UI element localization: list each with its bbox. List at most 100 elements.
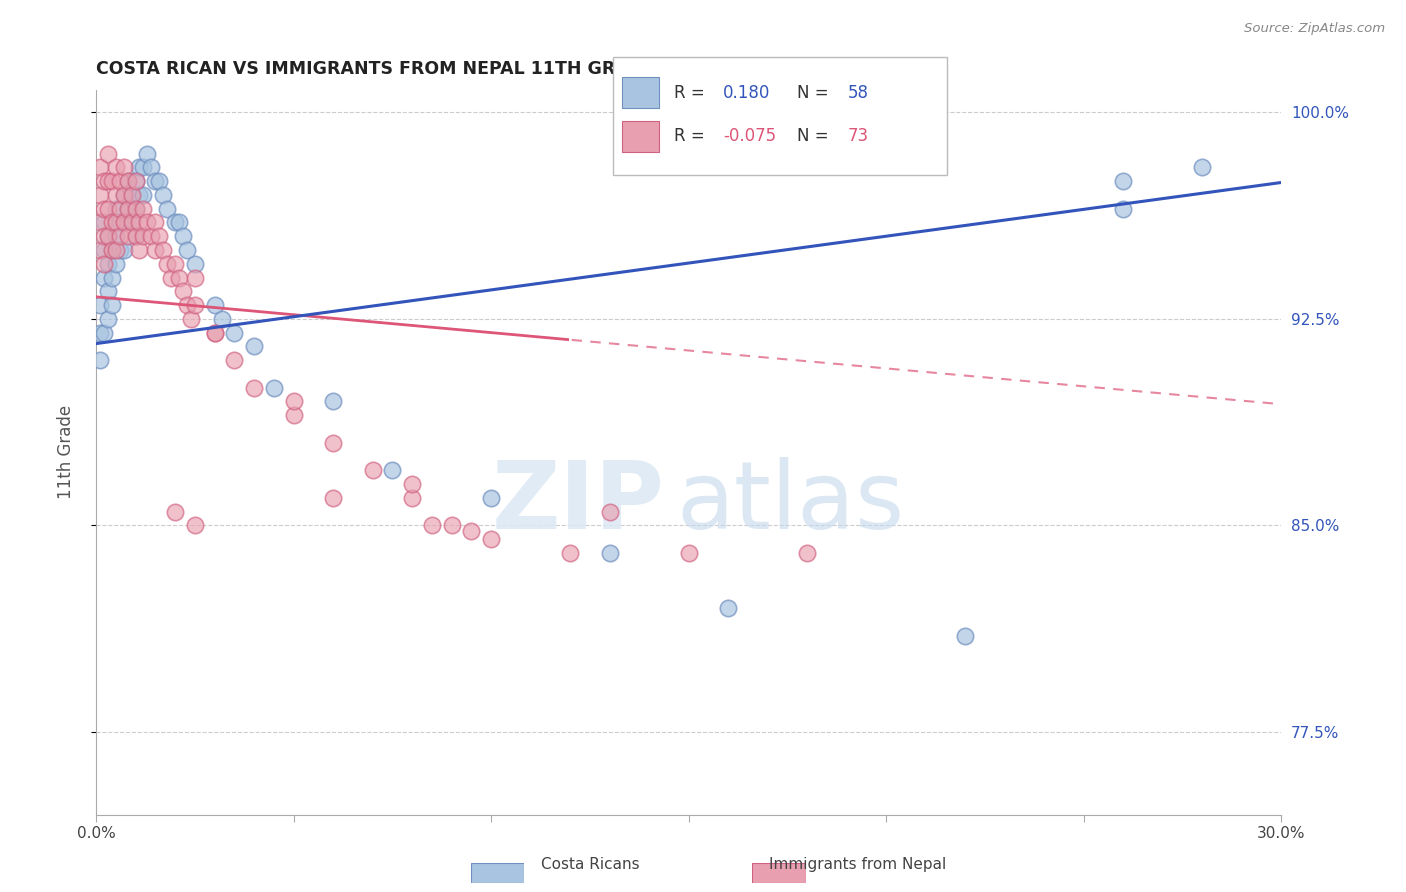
Point — [93, 270, 115, 285]
Point — [184, 518, 207, 533]
Y-axis label: 11th Grade: 11th Grade — [58, 405, 75, 500]
Point — [136, 146, 159, 161]
Text: COSTA RICAN VS IMMIGRANTS FROM NEPAL 11TH GRADE CORRELATION CHART: COSTA RICAN VS IMMIGRANTS FROM NEPAL 11T… — [96, 60, 870, 78]
FancyBboxPatch shape — [752, 863, 806, 883]
Point — [104, 188, 127, 202]
Text: R =: R = — [673, 128, 710, 145]
Point — [167, 270, 190, 285]
Point — [460, 524, 482, 538]
Point — [97, 146, 120, 161]
Point — [361, 463, 384, 477]
Point — [121, 215, 143, 229]
Point — [163, 257, 186, 271]
Text: Immigrants from Nepal: Immigrants from Nepal — [769, 857, 946, 872]
Point — [172, 229, 194, 244]
Point — [143, 174, 166, 188]
Point — [97, 202, 120, 216]
Point — [148, 174, 170, 188]
Point — [176, 243, 198, 257]
Point — [124, 229, 146, 244]
Point — [128, 188, 150, 202]
Point — [121, 188, 143, 202]
Point — [101, 243, 124, 257]
Point — [184, 270, 207, 285]
Point — [211, 311, 233, 326]
Point — [322, 435, 344, 450]
Point — [381, 463, 404, 477]
Point — [93, 174, 115, 188]
Point — [953, 628, 976, 642]
Point — [322, 491, 344, 505]
Point — [108, 243, 131, 257]
Point — [152, 243, 174, 257]
Point — [89, 353, 111, 368]
Point — [204, 298, 226, 312]
Point — [117, 202, 139, 216]
Point — [89, 243, 111, 257]
Point — [93, 229, 115, 244]
Point — [104, 202, 127, 216]
Point — [117, 174, 139, 188]
Point — [93, 243, 115, 257]
Point — [104, 243, 127, 257]
Point — [93, 257, 115, 271]
Point — [104, 215, 127, 229]
Point — [558, 546, 581, 560]
Point — [112, 243, 135, 257]
Point — [204, 326, 226, 340]
Point — [108, 215, 131, 229]
Text: 0.180: 0.180 — [723, 84, 770, 102]
Point — [156, 257, 179, 271]
Point — [136, 215, 159, 229]
Point — [97, 285, 120, 299]
Text: Source: ZipAtlas.com: Source: ZipAtlas.com — [1244, 22, 1385, 36]
Point — [89, 161, 111, 175]
Point — [224, 326, 246, 340]
Point — [156, 202, 179, 216]
Point — [160, 270, 183, 285]
Point — [124, 202, 146, 216]
Point — [152, 188, 174, 202]
Point — [148, 229, 170, 244]
Point — [89, 298, 111, 312]
Point — [1112, 174, 1135, 188]
Point — [132, 229, 155, 244]
FancyBboxPatch shape — [613, 57, 948, 175]
Point — [143, 215, 166, 229]
Point — [440, 518, 463, 533]
Text: N =: N = — [797, 84, 834, 102]
Point — [112, 215, 135, 229]
Point — [97, 257, 120, 271]
Point — [104, 257, 127, 271]
Point — [1112, 202, 1135, 216]
Point — [128, 161, 150, 175]
Point — [112, 161, 135, 175]
Text: atlas: atlas — [676, 457, 905, 549]
Point — [479, 532, 502, 546]
Point — [243, 339, 266, 353]
Point — [124, 174, 146, 188]
Point — [401, 477, 423, 491]
Point — [128, 215, 150, 229]
Point — [176, 298, 198, 312]
Point — [263, 381, 285, 395]
Text: -0.075: -0.075 — [723, 128, 776, 145]
Point — [167, 215, 190, 229]
Point — [143, 243, 166, 257]
Point — [401, 491, 423, 505]
Point — [184, 257, 207, 271]
Point — [124, 229, 146, 244]
FancyBboxPatch shape — [621, 120, 659, 152]
Point — [89, 215, 111, 229]
FancyBboxPatch shape — [621, 77, 659, 108]
Point — [97, 311, 120, 326]
Text: R =: R = — [673, 84, 710, 102]
Point — [101, 215, 124, 229]
Point — [163, 215, 186, 229]
Point — [132, 161, 155, 175]
Point — [141, 161, 163, 175]
Point — [141, 229, 163, 244]
Point — [121, 215, 143, 229]
Point — [172, 285, 194, 299]
Point — [128, 243, 150, 257]
